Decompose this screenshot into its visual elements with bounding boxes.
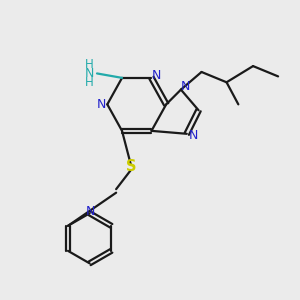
Text: H: H <box>85 58 94 70</box>
Text: N: N <box>181 80 190 93</box>
Text: H: H <box>85 76 94 89</box>
Text: N: N <box>152 69 161 82</box>
Text: S: S <box>126 159 137 174</box>
Text: N: N <box>85 67 94 80</box>
Text: N: N <box>189 129 198 142</box>
Text: N: N <box>85 205 95 218</box>
Text: N: N <box>97 98 106 111</box>
